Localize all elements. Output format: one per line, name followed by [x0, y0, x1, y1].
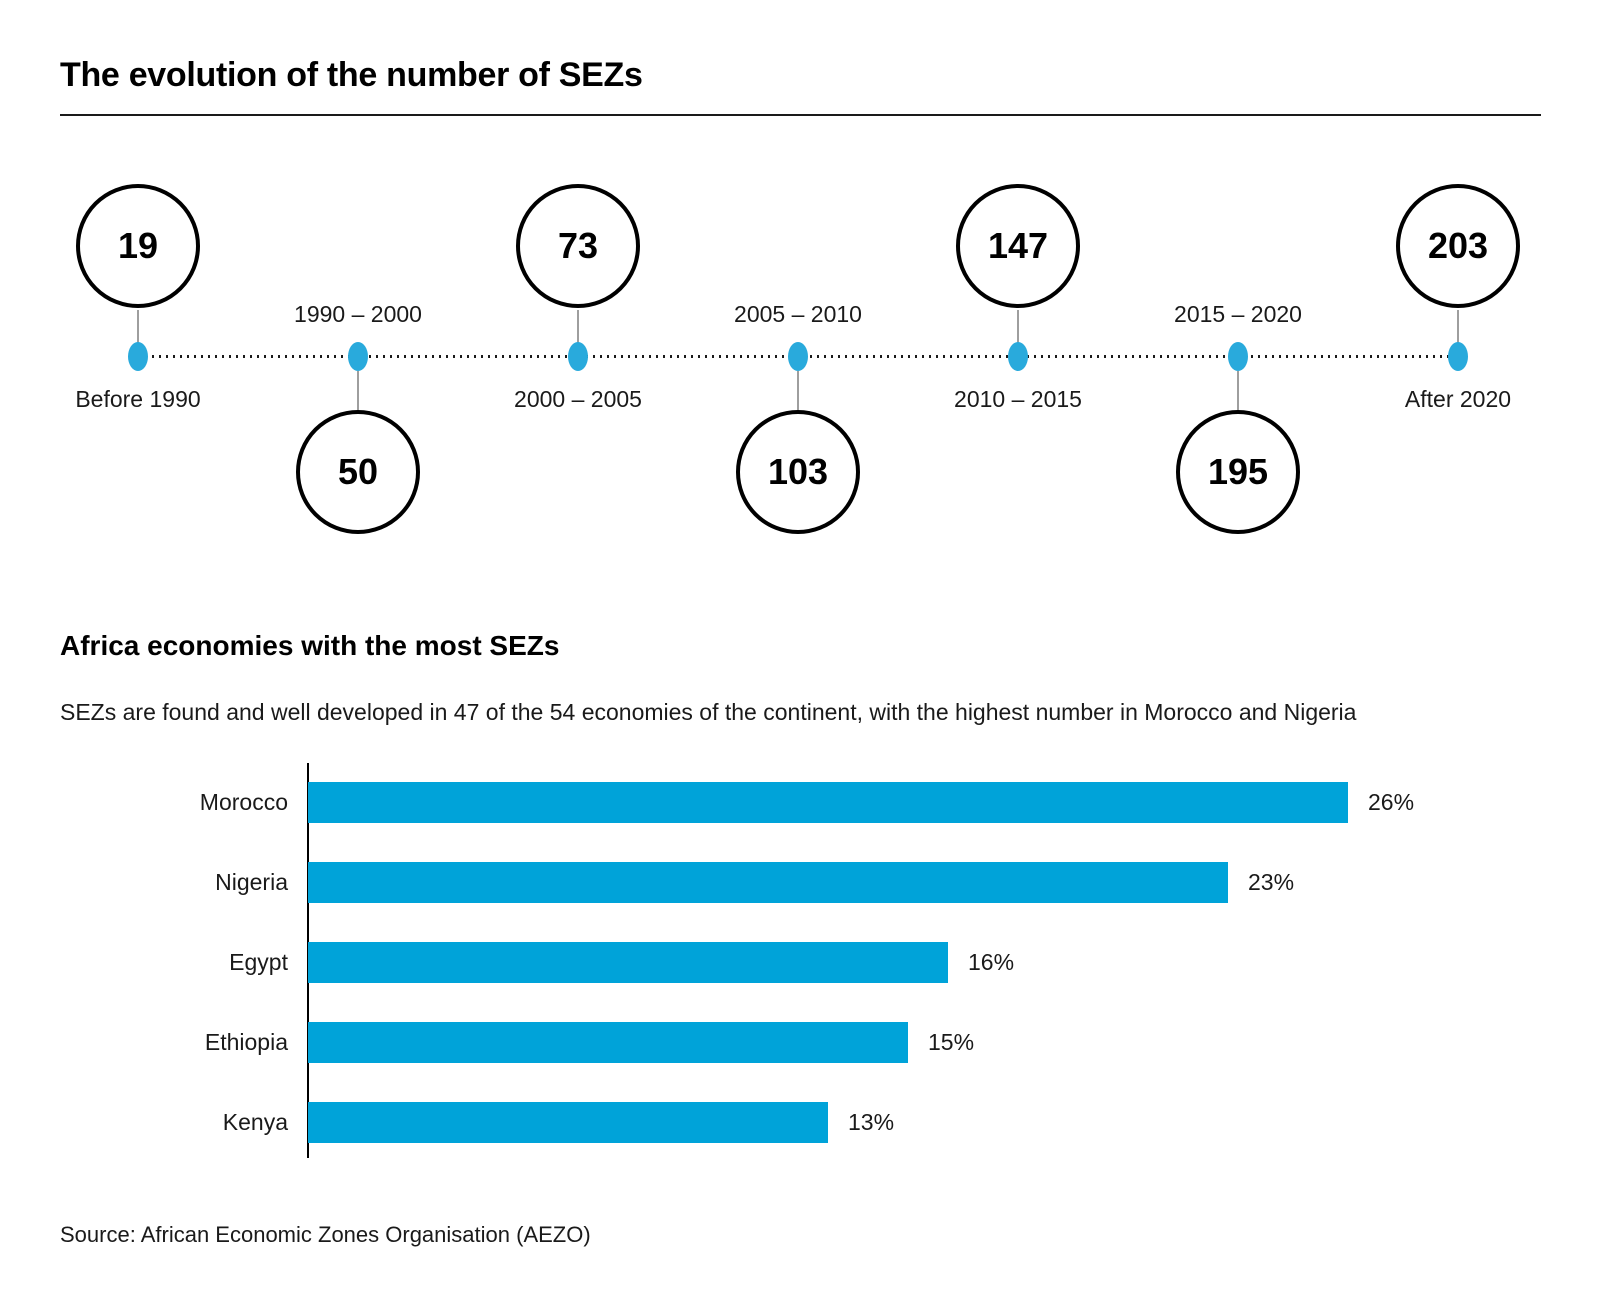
bar-value-label: 26% — [1368, 789, 1415, 815]
bar-category-label: Morocco — [199, 789, 288, 815]
bar — [308, 782, 1348, 823]
timeline-connector — [577, 310, 579, 344]
bar-value-label: 23% — [1248, 869, 1295, 895]
timeline-connector — [797, 371, 799, 410]
timeline-connector — [357, 371, 359, 410]
timeline-dot — [128, 342, 148, 371]
timeline-connector — [1017, 310, 1019, 344]
timeline-value: 147 — [987, 225, 1049, 266]
timeline-circle: 195 — [1176, 410, 1300, 534]
timeline-circle: 103 — [736, 410, 860, 534]
timeline-dot — [568, 342, 588, 371]
bar-category-label: Nigeria — [215, 869, 288, 895]
timeline-circle: 147 — [956, 184, 1080, 308]
bar — [308, 1102, 828, 1143]
timeline-value: 103 — [767, 451, 829, 492]
source-text: Source: African Economic Zones Organisat… — [60, 1222, 591, 1247]
timeline-value: 203 — [1427, 225, 1489, 266]
bar — [308, 1022, 908, 1063]
bar — [308, 942, 948, 983]
timeline-connector — [137, 310, 139, 344]
timeline-period-label: After 2020 — [1404, 386, 1512, 412]
bar-value-label: 15% — [928, 1029, 975, 1055]
timeline-period-label: 2010 – 2015 — [954, 386, 1082, 412]
timeline-value: 19 — [117, 225, 159, 266]
timeline-connector — [1237, 371, 1239, 410]
timeline-dot — [1008, 342, 1028, 371]
timeline-value: 73 — [557, 225, 599, 266]
timeline-period-label: 1990 – 2000 — [294, 301, 422, 327]
bar-category-label: Kenya — [222, 1109, 288, 1135]
timeline-value: 195 — [1207, 451, 1269, 492]
section-subtitle: SEZs are found and well developed in 47 … — [60, 699, 1357, 725]
page-title: The evolution of the number of SEZs — [60, 56, 643, 94]
timeline-period-label: Before 1990 — [75, 386, 201, 412]
title-divider-line — [60, 114, 1541, 116]
timeline-circle: 73 — [516, 184, 640, 308]
timeline-value: 50 — [337, 451, 379, 492]
timeline-circle: 203 — [1396, 184, 1520, 308]
bar-category-label: Egypt — [229, 949, 288, 975]
bar — [308, 862, 1228, 903]
timeline-dot — [1448, 342, 1468, 371]
bar-category-label: Ethiopia — [204, 1029, 288, 1055]
timeline-period-label: 2015 – 2020 — [1174, 301, 1302, 327]
timeline-dot — [348, 342, 368, 371]
section-heading: Africa economies with the most SEZs — [60, 630, 560, 661]
timeline-period-label: 2000 – 2005 — [514, 386, 642, 412]
timeline-circle: 19 — [76, 184, 200, 308]
timeline-circle: 50 — [296, 410, 420, 534]
timeline: 19 Before 1990 50 1990 – 2000 73 2000 – 2005 1… — [0, 0, 1600, 600]
timeline-dot — [788, 342, 808, 371]
timeline-period-label: 2005 – 2010 — [734, 301, 862, 327]
bar-chart: Morocco 26% Nigeria 23% Egypt 16% Ethiopia 15% K… — [0, 763, 1600, 1159]
bar-value-label: 16% — [968, 949, 1015, 975]
bar-value-label: 13% — [848, 1109, 895, 1135]
timeline-connector — [1457, 310, 1459, 344]
timeline-dot — [1228, 342, 1248, 371]
